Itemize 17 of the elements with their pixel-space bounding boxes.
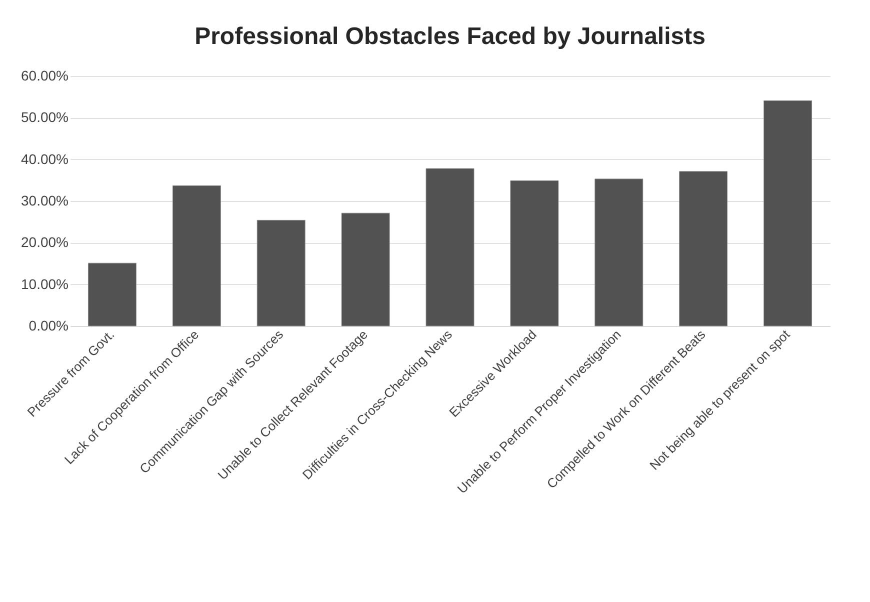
bar <box>88 262 136 326</box>
bar <box>764 100 812 326</box>
bar <box>426 168 474 326</box>
bar <box>679 171 728 326</box>
y-tick-label: 0.00% <box>28 318 68 334</box>
y-tick-label: 30.00% <box>21 192 68 208</box>
y-tick-label: 20.00% <box>21 234 68 250</box>
bar <box>594 178 644 326</box>
y-tick-label: 60.00% <box>21 68 68 84</box>
y-tick-label: 10.00% <box>21 276 68 292</box>
bar <box>256 220 306 326</box>
y-tick-label: 50.00% <box>21 109 68 126</box>
chart-title: Professional Obstacles Faced by Journalists <box>194 23 706 50</box>
bar <box>510 180 559 326</box>
bar <box>172 185 221 326</box>
y-tick-label: 40.00% <box>21 150 68 167</box>
bar <box>341 212 390 326</box>
